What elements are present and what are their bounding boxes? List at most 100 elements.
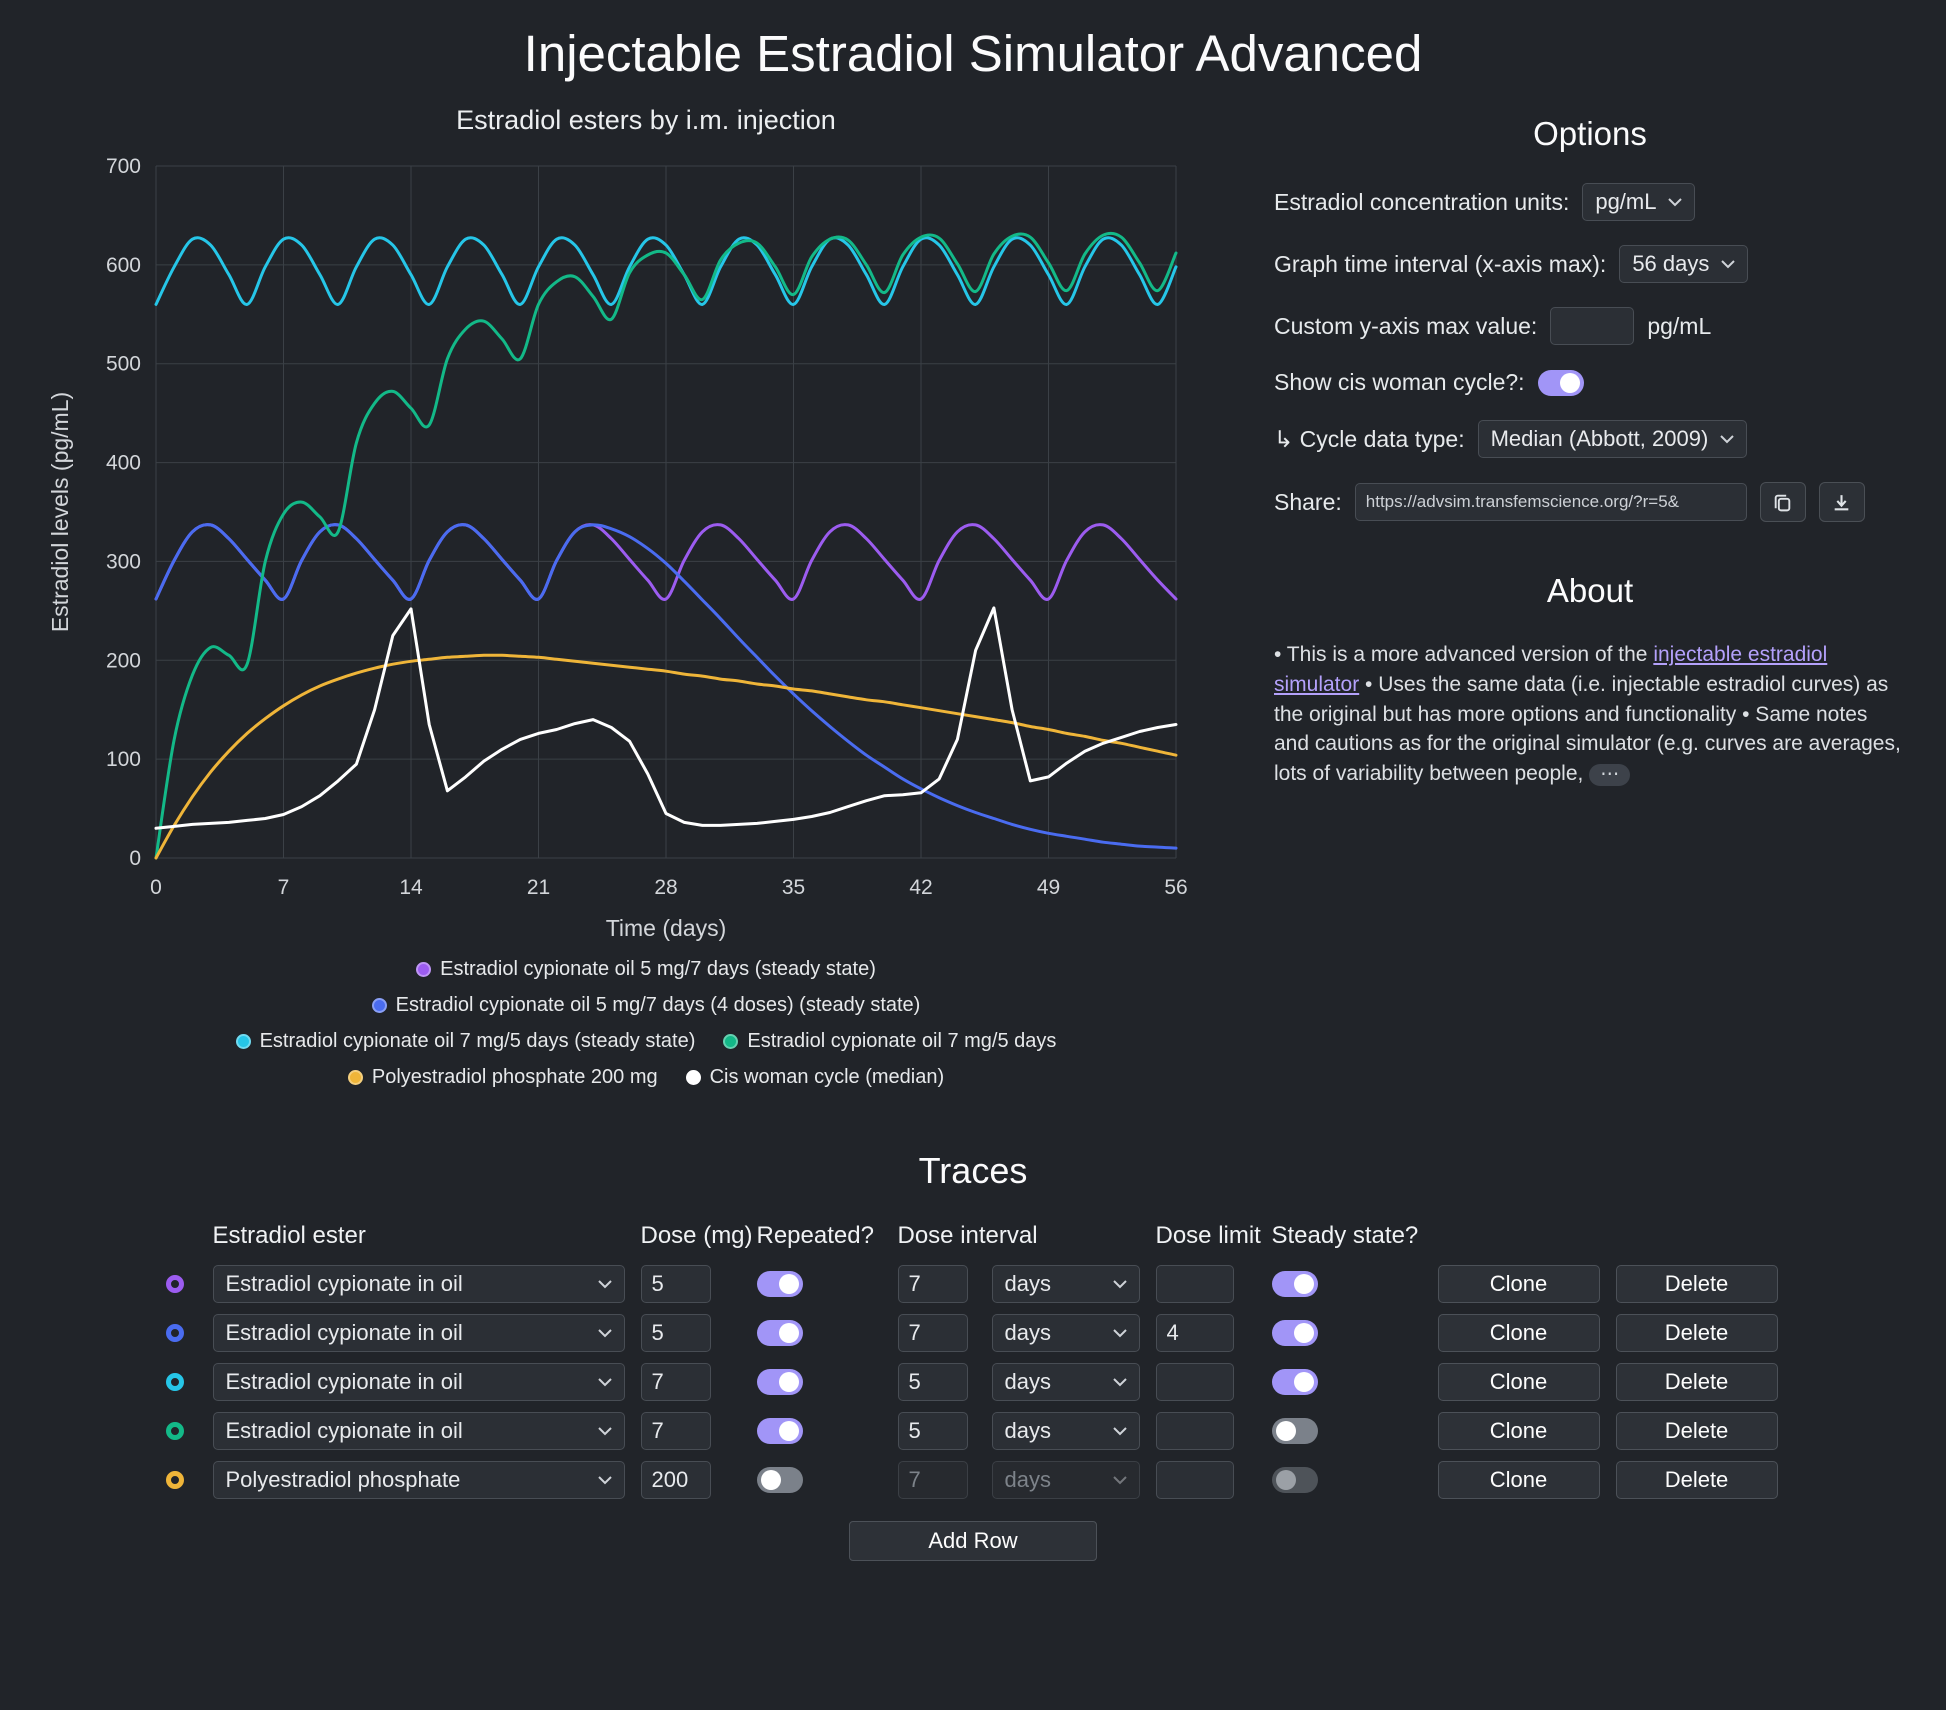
legend-item-ec-5mg-7d-4doses[interactable]: Estradiol cypionate oil 5 mg/7 days (4 d… — [371, 994, 920, 1017]
dose-interval-unit-select[interactable]: days — [991, 1363, 1140, 1401]
select-value: Estradiol cypionate in oil — [225, 1418, 463, 1443]
delete-button[interactable]: Delete — [1615, 1461, 1778, 1499]
legend-item-ec-7mg-5d-steady[interactable]: Estradiol cypionate oil 7 mg/5 days (ste… — [235, 1030, 695, 1053]
option-row-share: Share: — [1274, 482, 1906, 522]
chevron-down-icon — [597, 1426, 612, 1435]
options-heading: Options — [1533, 115, 1647, 152]
clone-button[interactable]: Clone — [1437, 1314, 1600, 1352]
trace-color-indicator — [165, 1422, 184, 1440]
repeated-toggle[interactable] — [756, 1369, 803, 1395]
dose-interval-input[interactable] — [897, 1412, 968, 1450]
repeated-toggle[interactable] — [756, 1320, 803, 1346]
estradiol-chart[interactable]: 0 7 14 21 28 35 42 49 56 0 100 200 300 400 500 600 700 Es… — [36, 144, 1196, 950]
download-chart-button[interactable] — [1818, 482, 1865, 522]
chevron-down-icon — [1112, 1279, 1127, 1288]
dose-limit-input[interactable] — [1155, 1461, 1234, 1499]
legend-item-cis-cycle[interactable]: Cis woman cycle (median) — [685, 1066, 944, 1089]
y-tick-label: 200 — [106, 649, 141, 672]
ester-select[interactable]: Estradiol cypionate in oil — [212, 1363, 625, 1401]
ester-select[interactable]: Estradiol cypionate in oil — [212, 1314, 625, 1352]
repeated-toggle[interactable] — [756, 1418, 803, 1444]
ymax-input[interactable] — [1550, 307, 1635, 345]
legend-label: Estradiol cypionate oil 5 mg/7 days (ste… — [440, 958, 876, 980]
x-tick-label: 28 — [654, 876, 677, 899]
steady-state-toggle[interactable] — [1271, 1369, 1318, 1395]
column-header: Dose interval — [897, 1222, 1038, 1249]
download-icon — [1834, 494, 1849, 510]
dose-limit-input[interactable] — [1155, 1363, 1234, 1401]
toggle-knob — [1559, 372, 1580, 393]
dose-interval-unit-select[interactable]: days — [991, 1412, 1140, 1450]
delete-button[interactable]: Delete — [1615, 1363, 1778, 1401]
delete-button[interactable]: Delete — [1615, 1314, 1778, 1352]
select-value: Median (Abbott, 2009) — [1490, 426, 1709, 451]
dose-interval-unit-select[interactable]: days — [991, 1314, 1140, 1352]
clone-button[interactable]: Clone — [1437, 1461, 1600, 1499]
toggle-knob — [1293, 1323, 1314, 1343]
steady-state-toggle[interactable] — [1271, 1320, 1318, 1346]
legend-item-pep-200mg[interactable]: Polyestradiol phosphate 200 mg — [347, 1066, 658, 1089]
dose-limit-input[interactable] — [1155, 1314, 1234, 1352]
toggle-knob — [760, 1470, 781, 1490]
x-tick-label: 56 — [1164, 876, 1187, 899]
option-row-ymax: Custom y-axis max value: pg/mL — [1274, 307, 1906, 345]
dose-input[interactable] — [640, 1461, 711, 1499]
clone-button[interactable]: Clone — [1437, 1412, 1600, 1450]
delete-button[interactable]: Delete — [1615, 1412, 1778, 1450]
dose-input[interactable] — [640, 1363, 711, 1401]
delete-button[interactable]: Delete — [1615, 1265, 1778, 1303]
column-header: Dose limit — [1155, 1222, 1261, 1249]
share-url-input[interactable] — [1354, 483, 1747, 521]
chevron-down-icon — [1721, 259, 1736, 268]
toggle-knob — [1275, 1421, 1296, 1441]
legend-label: Polyestradiol phosphate 200 mg — [371, 1066, 658, 1088]
steady-state-toggle[interactable] — [1271, 1271, 1318, 1297]
repeated-toggle[interactable] — [756, 1467, 803, 1493]
show-cycle-toggle[interactable] — [1537, 369, 1584, 396]
add-row-button[interactable]: Add Row — [849, 1521, 1097, 1561]
select-value: days — [1004, 1271, 1051, 1296]
ester-select[interactable]: Estradiol cypionate in oil — [212, 1265, 625, 1303]
ester-select[interactable]: Estradiol cypionate in oil — [212, 1412, 625, 1450]
dose-input[interactable] — [640, 1265, 711, 1303]
time-interval-select[interactable]: 56 days — [1619, 245, 1749, 283]
dose-limit-input[interactable] — [1155, 1412, 1234, 1450]
clone-button[interactable]: Clone — [1437, 1363, 1600, 1401]
dose-input[interactable] — [640, 1412, 711, 1450]
dose-interval-input[interactable] — [897, 1265, 968, 1303]
app-root: { "page": { "title": "Injectable Estradi… — [0, 24, 1946, 1710]
about-text-part: • Uses the same data (i.e. injectable es… — [1274, 672, 1901, 786]
legend-row: Polyestradiol phosphate 200 mg Cis woman … — [136, 1066, 1156, 1089]
toggle-knob — [1275, 1470, 1296, 1490]
ester-select[interactable]: Polyestradiol phosphate — [212, 1461, 625, 1499]
legend-item-ec-5mg-7d-steady[interactable]: Estradiol cypionate oil 5 mg/7 days (ste… — [416, 958, 876, 981]
dose-limit-input[interactable] — [1155, 1265, 1234, 1303]
y-tick-label: 500 — [106, 353, 141, 376]
dose-interval-input[interactable] — [897, 1314, 968, 1352]
legend-label: Estradiol cypionate oil 7 mg/5 days — [747, 1030, 1057, 1052]
traces-heading: Traces — [918, 1150, 1028, 1191]
dose-interval-unit-select[interactable]: days — [991, 1265, 1140, 1303]
units-select[interactable]: pg/mL — [1582, 183, 1696, 221]
chart-section: Estradiol esters by i.m. injection 0 7 14 2… — [36, 89, 1226, 1102]
dose-input[interactable] — [640, 1314, 711, 1352]
steady-state-toggle[interactable] — [1271, 1418, 1318, 1444]
chevron-down-icon — [1112, 1475, 1127, 1484]
expand-about-button[interactable]: ⋯ — [1589, 763, 1631, 786]
copy-share-url-button[interactable] — [1759, 482, 1806, 522]
interval-label: Graph time interval (x-axis max): — [1274, 250, 1607, 277]
traces-table: Estradiol ester Dose (mg) Repeated? Dose in… — [153, 1222, 1794, 1499]
dose-interval-unit-select: days — [991, 1461, 1140, 1499]
cycle-data-type-select[interactable]: Median (Abbott, 2009) — [1477, 420, 1748, 458]
copy-icon — [1774, 494, 1791, 511]
legend-item-ec-7mg-5d[interactable]: Estradiol cypionate oil 7 mg/5 days — [723, 1030, 1056, 1053]
toggle-knob — [778, 1274, 799, 1294]
legend-row: Estradiol cypionate oil 5 mg/7 days (4 d… — [136, 994, 1156, 1017]
injectable-simulator-link[interactable]: injectable estradiol simulator — [1274, 643, 1828, 696]
legend-marker-icon — [685, 1070, 701, 1085]
y-tick-label: 0 — [129, 847, 141, 870]
repeated-toggle[interactable] — [756, 1271, 803, 1297]
clone-button[interactable]: Clone — [1437, 1265, 1600, 1303]
y-tick-label: 300 — [106, 550, 141, 573]
dose-interval-input[interactable] — [897, 1363, 968, 1401]
